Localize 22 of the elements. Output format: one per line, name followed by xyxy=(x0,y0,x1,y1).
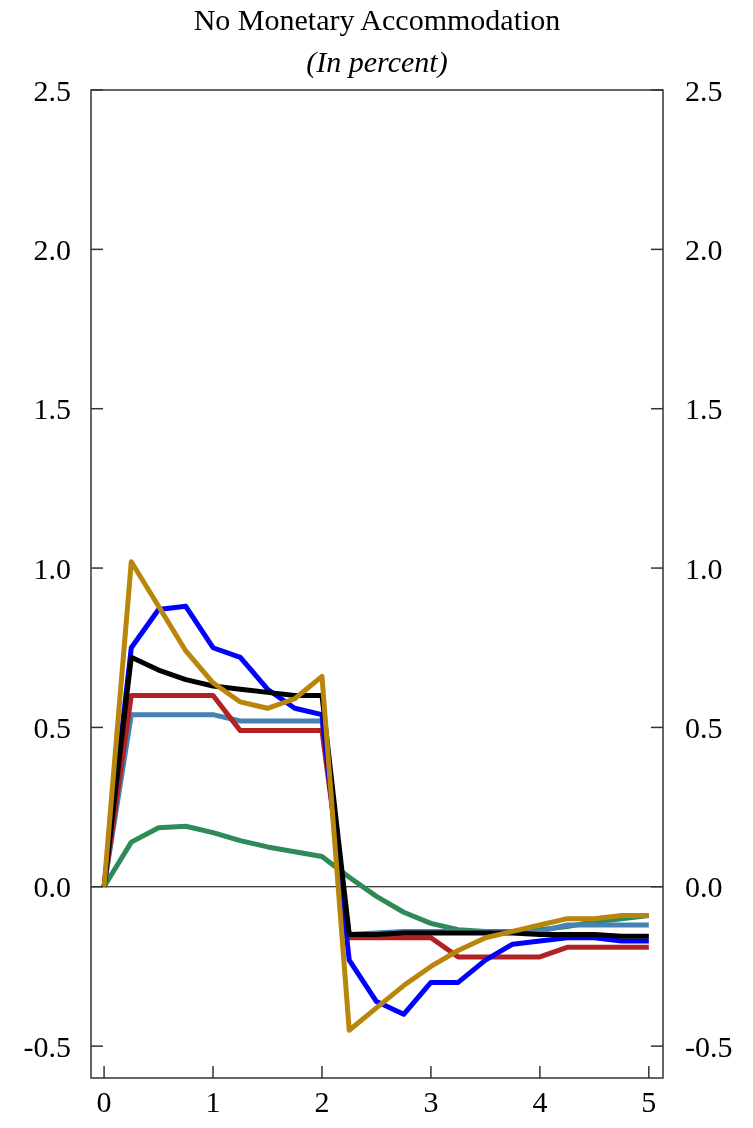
y-tick-label: 2.5 xyxy=(33,73,71,107)
y2-tick-label: 0.0 xyxy=(685,870,723,904)
y-tick-label: 2.0 xyxy=(33,232,71,266)
chart-title: No Monetary Accommodation xyxy=(193,3,561,36)
y-tick-label: 0.0 xyxy=(33,870,71,904)
y2-tick-label: 1.0 xyxy=(685,551,723,585)
x-tick-label: 5 xyxy=(641,1085,657,1118)
x-tick-label: 3 xyxy=(423,1085,439,1118)
x-tick-label: 4 xyxy=(532,1085,548,1118)
y-tick-label: -0.5 xyxy=(23,1029,71,1063)
y2-tick-label: 1.5 xyxy=(685,392,723,426)
y2-tick-label: 2.5 xyxy=(685,73,723,107)
chart-subtitle: (In percent) xyxy=(306,45,448,79)
x-tick-label: 0 xyxy=(96,1085,112,1118)
y-tick-label: 1.5 xyxy=(33,392,71,426)
y2-tick-label: 0.5 xyxy=(685,710,723,744)
y2-tick-label: -0.5 xyxy=(685,1029,733,1063)
x-tick-label: 2 xyxy=(314,1085,330,1118)
x-tick-label: 1 xyxy=(205,1085,221,1118)
y2-tick-label: 2.0 xyxy=(685,232,723,266)
y-tick-label: 1.0 xyxy=(33,551,71,585)
y-tick-label: 0.5 xyxy=(33,710,71,744)
